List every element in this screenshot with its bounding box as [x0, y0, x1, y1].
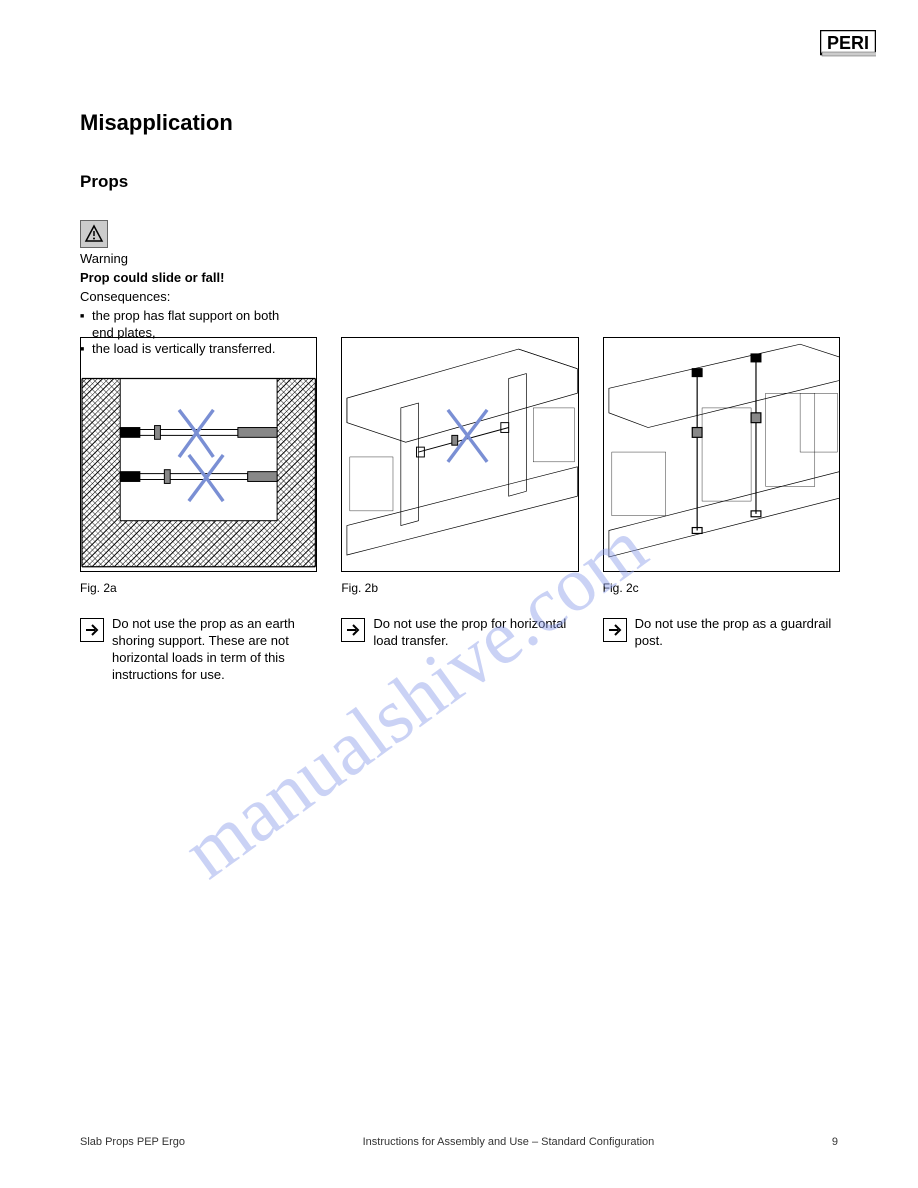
figure-2b: Fig. 2b	[341, 337, 578, 595]
figure-2a: Fig. 2a	[80, 337, 317, 595]
figure-label: Fig. 2b	[341, 581, 578, 595]
arrow-icon	[603, 618, 627, 642]
warning-label: Warning	[80, 251, 295, 268]
logo-text: PERI	[827, 33, 869, 53]
warning-bold: Prop could slide or fall!	[80, 270, 295, 287]
note-col-2: Do not use the prop for horizontal load …	[341, 616, 578, 684]
note-col-3: Do not use the prop as a guardrail post.	[603, 616, 840, 684]
note-text: Do not use the prop for horizontal load …	[373, 616, 578, 650]
section-title: Misapplication	[80, 110, 233, 136]
figure-2c: Fig. 2c	[603, 337, 840, 595]
note-col-1: Do not use the prop as an earth shoring …	[80, 616, 317, 684]
warning-consequences: Consequences:	[80, 289, 295, 306]
warning-icon	[80, 220, 108, 248]
footer-center: Instructions for Assembly and Use – Stan…	[363, 1136, 655, 1148]
arrow-icon	[80, 618, 104, 642]
figures-row: Fig. 2a	[80, 337, 840, 595]
note-text: Do not use the prop as a guardrail post.	[635, 616, 840, 650]
sub-title: Props	[80, 172, 128, 192]
brand-logo: PERI	[820, 30, 876, 58]
figure-label: Fig. 2c	[603, 581, 840, 595]
page-footer: Slab Props PEP Ergo Instructions for Ass…	[0, 1136, 918, 1148]
arrows-row: Do not use the prop as an earth shoring …	[80, 616, 840, 684]
arrow-icon	[341, 618, 365, 642]
footer-right: 9	[832, 1136, 838, 1148]
footer-left: Slab Props PEP Ergo	[80, 1136, 185, 1148]
note-text: Do not use the prop as an earth shoring …	[112, 616, 317, 684]
figure-label: Fig. 2a	[80, 581, 317, 595]
